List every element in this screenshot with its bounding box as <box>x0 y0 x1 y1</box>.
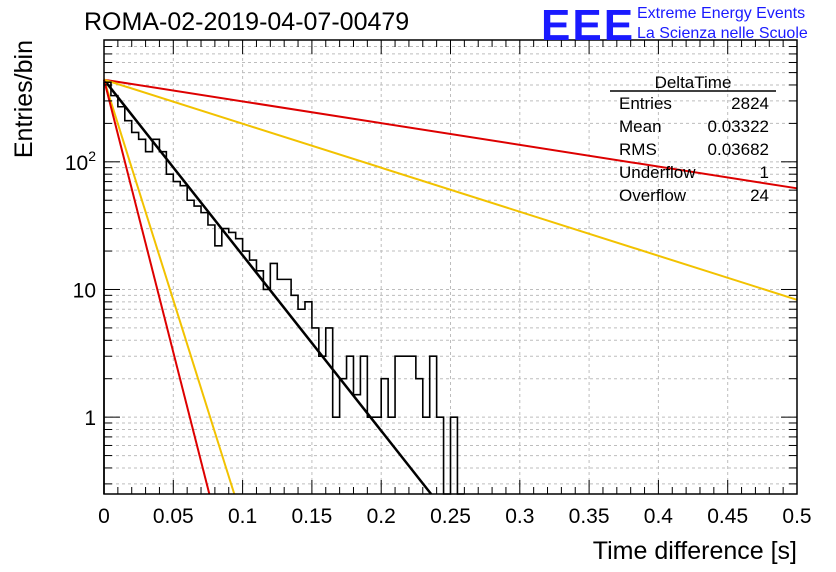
stats-title: DeltaTime <box>655 73 732 92</box>
fit-line <box>103 79 236 495</box>
histogram <box>103 81 465 495</box>
y-tick-labels: 1 10 102 <box>65 148 96 430</box>
logo-subtitle-2: La Scienza nelle Scuole <box>637 25 808 42</box>
logo-subtitle-1: Extreme Energy Events <box>637 5 806 22</box>
fit-line <box>103 78 433 495</box>
fit-line <box>103 78 798 190</box>
x-tick-label: 0.35 <box>569 505 610 528</box>
stats-rows: Entries 2824 Mean 0.03322 RMS 0.03682 Underflo… <box>619 94 769 205</box>
stats-box: DeltaTime Entries 2824 Mean 0.03322 RMS 0.036… <box>610 73 776 205</box>
stats-value: 0.03322 <box>708 117 769 136</box>
stats-value: 2824 <box>731 94 769 113</box>
stats-value: 1 <box>760 163 769 182</box>
stats-label: Mean <box>619 117 662 136</box>
fit-line <box>103 78 798 301</box>
histogram-outline <box>103 81 465 495</box>
x-tick-label: 0.1 <box>228 505 257 528</box>
x-tick-label: 0 <box>98 505 110 528</box>
x-tick-label: 0.45 <box>707 505 748 528</box>
x-tick-labels: 0 0.05 0.1 0.15 0.2 0.25 0.3 0.35 0.4 0.45 0.5 <box>98 505 811 528</box>
y-tick-label: 10 <box>73 279 96 302</box>
x-axis-label: Time difference [s] <box>593 537 797 565</box>
fit-line <box>103 79 211 495</box>
x-tick-label: 0.25 <box>430 505 471 528</box>
x-tick-label: 0.15 <box>291 505 332 528</box>
x-tick-label: 0.3 <box>505 505 534 528</box>
y-axis-label: Entries/bin <box>10 40 38 158</box>
stats-label: Entries <box>619 94 672 113</box>
grid <box>103 39 798 494</box>
x-tick-label: 0.05 <box>153 505 194 528</box>
run-title: ROMA-02-2019-04-07-00479 <box>84 8 410 36</box>
x-tick-label: 0.4 <box>644 505 674 528</box>
y-tick-label: 1 <box>84 407 96 430</box>
y-tick-label: 102 <box>65 148 96 175</box>
x-tick-label: 0.2 <box>367 505 396 528</box>
fit-lines <box>103 78 798 495</box>
axis-ticks <box>103 39 798 494</box>
stats-value: 0.03682 <box>708 140 769 159</box>
stats-label: Underflow <box>619 163 696 182</box>
eee-logo: EEE <box>541 1 636 50</box>
stats-label: RMS <box>619 140 657 159</box>
x-tick-label: 0.5 <box>782 505 811 528</box>
stats-value: 24 <box>750 186 769 205</box>
stats-label: Overflow <box>619 186 687 205</box>
